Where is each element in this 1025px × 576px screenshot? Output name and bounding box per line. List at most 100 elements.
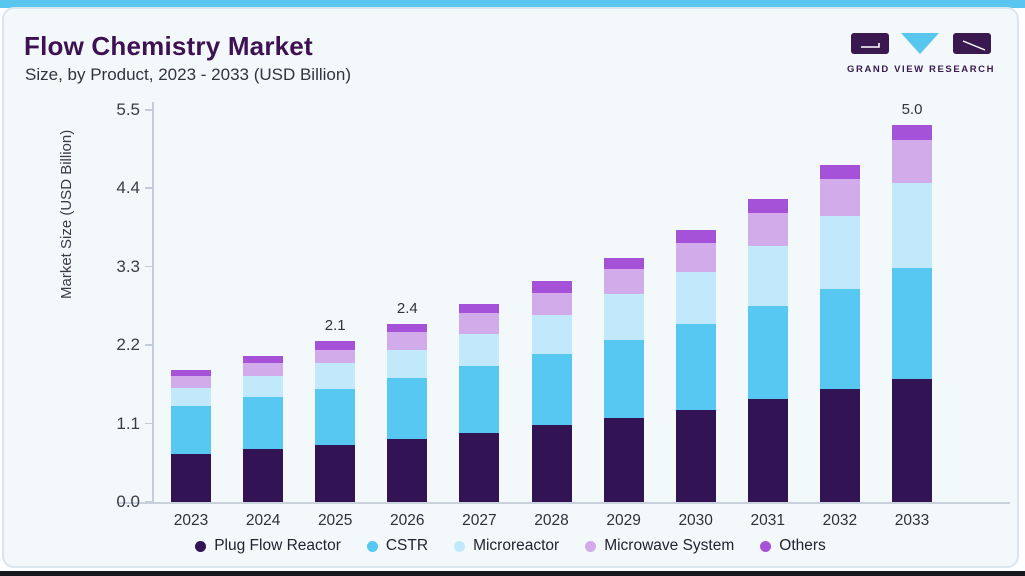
bar-segment-microreactor	[171, 388, 211, 407]
bar-segment-plug-flow-reactor	[747, 398, 788, 502]
brand-logo: GRAND VIEW RESEARCH	[847, 33, 995, 75]
legend-item-others: Others	[760, 537, 826, 555]
bar-segment-others	[675, 229, 716, 244]
bar-segment-microwave-system	[603, 269, 644, 294]
x-tick-label: 2023	[173, 512, 209, 529]
y-axis-line	[152, 102, 154, 503]
y-tick-label: 5.5	[116, 100, 140, 119]
legend-item-microwave-system: Microwave System	[585, 537, 734, 555]
y-tick-mark	[145, 187, 153, 189]
bar-segment-others	[531, 281, 572, 294]
bar-segment-cstr	[243, 397, 284, 450]
page-title: Flow Chemistry Market	[24, 31, 313, 61]
y-tick-label: 4.4	[116, 178, 140, 198]
bar-segment-plug-flow-reactor	[171, 453, 211, 502]
bar-2032	[819, 164, 860, 502]
x-tick-label: 2029	[606, 512, 641, 529]
top-accent-bar	[0, 0, 1025, 8]
bar-2030	[675, 229, 716, 502]
bar-2023	[171, 370, 211, 502]
legend-item-plug-flow-reactor: Plug Flow Reactor	[195, 537, 341, 555]
bar-segment-plug-flow-reactor	[459, 432, 500, 502]
y-tick-mark	[145, 422, 153, 425]
bar-segment-microreactor	[819, 216, 860, 289]
x-tick-label: 2028	[534, 512, 569, 529]
bar-segment-microreactor	[387, 349, 428, 379]
bar-segment-microwave-system	[171, 376, 211, 389]
x-tick-label: 2025	[317, 512, 353, 529]
bar-segment-plug-flow-reactor	[819, 388, 860, 502]
bar-segment-others	[387, 324, 428, 333]
legend-item-cstr: CSTR	[366, 537, 429, 555]
bar-2028	[531, 281, 572, 502]
bar-segment-cstr	[459, 366, 500, 433]
bar-2025	[315, 341, 356, 502]
bar-segment-microwave-system	[747, 212, 788, 246]
bar-segment-microreactor	[603, 293, 644, 340]
bar-segment-microreactor	[747, 245, 788, 307]
bar-value-label: 2.1	[324, 317, 346, 335]
x-tick-label: 2030	[678, 512, 713, 529]
bar-segment-plug-flow-reactor	[892, 379, 932, 502]
bar-segment-others	[603, 258, 644, 270]
y-tick-label: 2.2	[116, 335, 140, 355]
bar-segment-microwave-system	[892, 140, 932, 184]
legend-label: CSTR	[385, 537, 429, 554]
bar-segment-plug-flow-reactor	[315, 444, 356, 502]
bar-segment-cstr	[819, 288, 860, 389]
y-tick-mark	[145, 501, 153, 503]
bar-segment-others	[243, 355, 284, 364]
x-tick-label: 2033	[894, 512, 930, 529]
x-axis-line	[117, 502, 1010, 504]
legend-label: Microwave System	[604, 537, 735, 554]
bar-segment-plug-flow-reactor	[243, 449, 284, 502]
bar-2027	[459, 304, 500, 502]
legend-label: Microreactor	[473, 537, 560, 554]
bar-segment-plug-flow-reactor	[675, 410, 716, 502]
bar-segment-others	[747, 198, 788, 213]
bar-segment-microwave-system	[819, 178, 860, 217]
y-axis-title: Market Size (USD Billion)	[58, 129, 75, 299]
x-tick-label: 2032	[822, 512, 858, 529]
legend-dot-icon	[454, 540, 466, 552]
bar-segment-microwave-system	[243, 363, 284, 377]
bar-segment-microwave-system	[531, 293, 572, 316]
bar-segment-plug-flow-reactor	[603, 417, 644, 502]
bar-value-label: 2.4	[396, 300, 418, 318]
bar-2024	[243, 355, 284, 502]
grand-view-research-logo-icon	[851, 33, 991, 54]
bar-segment-others	[459, 304, 500, 314]
y-tick-mark	[145, 344, 153, 346]
y-tick-mark	[145, 109, 153, 111]
bar-segment-cstr	[892, 267, 932, 380]
bar-segment-others	[315, 341, 356, 350]
x-tick-label: 2026	[390, 512, 425, 529]
bar-segment-microreactor	[315, 363, 356, 389]
legend-label: Others	[779, 537, 826, 554]
bar-segment-others	[819, 164, 860, 179]
bar-2033	[892, 125, 932, 502]
plot-area: 2.1 2.4 5.0	[152, 101, 1010, 502]
y-tick-mark	[145, 265, 153, 268]
bar-segment-microreactor	[892, 183, 932, 268]
bar-segment-plug-flow-reactor	[531, 425, 572, 502]
bar-segment-cstr	[387, 378, 428, 440]
legend-dot-icon	[366, 540, 378, 552]
bar-segment-microwave-system	[315, 349, 356, 364]
bar-segment-cstr	[171, 406, 211, 454]
page-subtitle: Size, by Product, 2023 - 2033 (USD Billi…	[25, 65, 351, 84]
bar-segment-microreactor	[459, 333, 500, 367]
bar-segment-others	[892, 125, 932, 141]
legend-label: Plug Flow Reactor	[214, 537, 341, 554]
legend: Plug Flow Reactor CSTR Microreactor Microwa…	[4, 537, 1017, 555]
bar-2031	[747, 198, 788, 502]
legend-item-microreactor: Microreactor	[454, 537, 559, 555]
bar-segment-cstr	[315, 388, 356, 445]
bar-segment-plug-flow-reactor	[387, 439, 428, 502]
bar-value-label: 5.0	[901, 101, 923, 118]
bar-segment-others	[171, 370, 211, 377]
bar-segment-cstr	[747, 306, 788, 399]
bar-segment-cstr	[531, 354, 572, 426]
bar-segment-microreactor	[531, 315, 572, 355]
y-tick-label: 0.0	[116, 492, 140, 511]
